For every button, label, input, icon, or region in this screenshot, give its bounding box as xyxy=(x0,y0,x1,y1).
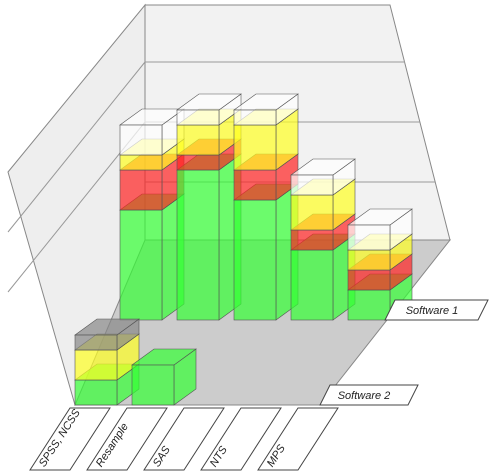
bar-segment xyxy=(176,153,242,321)
bar-front xyxy=(119,124,163,156)
bar-front xyxy=(347,224,391,251)
bar-front xyxy=(176,154,220,171)
bars xyxy=(74,93,413,406)
category-label-box xyxy=(257,407,339,471)
bar-front xyxy=(119,154,163,171)
bar-front xyxy=(347,249,391,271)
bar-front xyxy=(176,169,220,321)
bar-front xyxy=(74,349,118,381)
bar-front xyxy=(74,334,118,351)
bar-front xyxy=(290,229,334,251)
bar-front xyxy=(347,289,391,321)
bar-front xyxy=(290,194,334,231)
bar-front xyxy=(131,364,175,406)
bar-segment xyxy=(119,193,185,321)
bar-front xyxy=(119,169,163,211)
bar-segment xyxy=(131,348,197,406)
category-label-box xyxy=(86,407,168,471)
row-label: Software 1 xyxy=(406,305,459,317)
category-label-box xyxy=(143,407,225,471)
bar-segment xyxy=(347,208,413,251)
bar-front xyxy=(290,249,334,321)
category-label-box xyxy=(29,407,111,471)
bar-segment xyxy=(233,183,299,321)
bar-front xyxy=(347,269,391,291)
bar-front xyxy=(74,379,118,406)
category-label-box xyxy=(200,407,282,471)
row-labels: Software 1 Software 2 xyxy=(319,299,489,406)
bar-segment xyxy=(233,93,299,126)
bar-front xyxy=(233,109,277,126)
wall-line xyxy=(7,61,146,233)
bar-front xyxy=(233,169,277,201)
bar-front xyxy=(119,209,163,321)
category-labels: SPSS, NCSS Resample SAS NTS MPS xyxy=(29,407,339,471)
bar-front xyxy=(290,174,334,196)
bar-front xyxy=(176,109,220,126)
bar-front xyxy=(233,124,277,171)
row-label-box xyxy=(319,384,419,406)
bar-segment xyxy=(74,318,140,351)
bar-front xyxy=(233,199,277,321)
bar-front xyxy=(176,124,220,156)
row-label: Software 2 xyxy=(338,390,391,402)
row-label-box xyxy=(384,299,489,321)
bar-segment xyxy=(176,93,242,126)
bar-segment xyxy=(290,158,356,196)
